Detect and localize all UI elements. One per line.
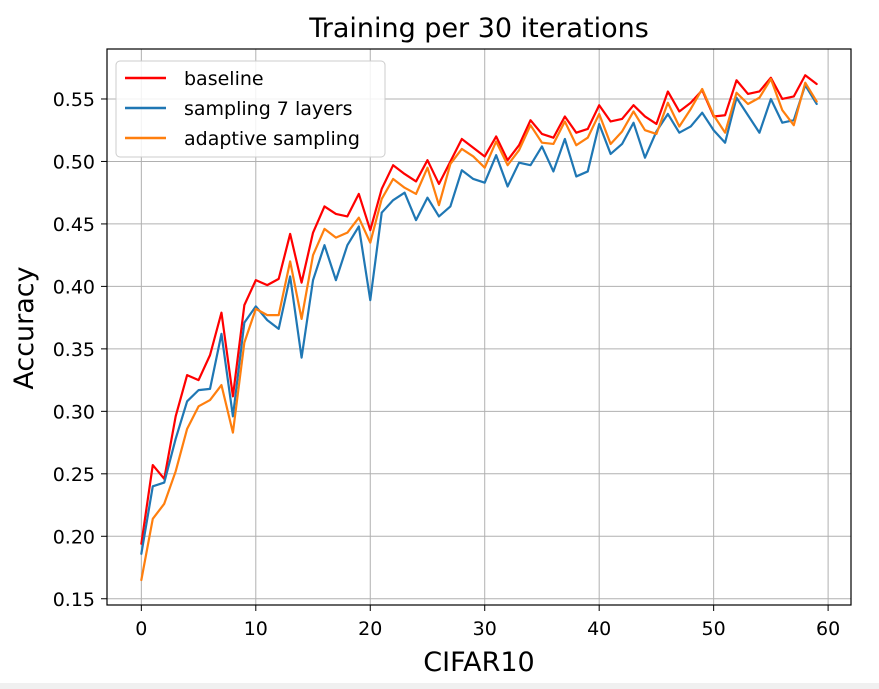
y-tick-label: 0.25: [53, 464, 95, 486]
y-tick-label: 0.50: [53, 151, 95, 173]
y-tick-label: 0.45: [53, 214, 95, 236]
ticks: 0 10 20 30 40 50 60 0.15 0.20 0.25 0.30 0.35 0.40 0.4…: [53, 89, 841, 640]
x-tick-label: 10: [244, 618, 268, 640]
x-tick-label: 20: [358, 618, 382, 640]
x-tick-label: 40: [587, 618, 611, 640]
legend-label: adaptive sampling: [184, 128, 360, 150]
y-tick-label: 0.30: [53, 401, 95, 423]
legend-label: baseline: [184, 68, 264, 90]
bottom-strip: [0, 683, 879, 689]
x-tick-label: 30: [473, 618, 497, 640]
plot-frame: [106, 48, 852, 606]
legend-label: sampling 7 layers: [184, 98, 353, 120]
legend-box: [115, 60, 386, 158]
series-group: [140, 74, 818, 582]
series-line-1: [140, 84, 818, 555]
chart-title: Training per 30 iterations: [308, 13, 649, 44]
x-tick-label: 0: [135, 618, 147, 640]
y-tick-label: 0.15: [53, 589, 95, 611]
y-tick-label: 0.55: [53, 89, 95, 111]
y-tick-label: 0.20: [53, 526, 95, 548]
y-tick-label: 0.40: [53, 276, 95, 298]
y-axis-label: Accuracy: [9, 266, 40, 389]
x-axis-label: CIFAR10: [423, 647, 534, 678]
legend: baseline sampling 7 layers adaptive sampli…: [115, 60, 386, 158]
y-tick-label: 0.35: [53, 339, 95, 361]
series-line-2: [140, 77, 818, 582]
x-tick-label: 60: [816, 618, 840, 640]
x-tick-label: 50: [702, 618, 726, 640]
